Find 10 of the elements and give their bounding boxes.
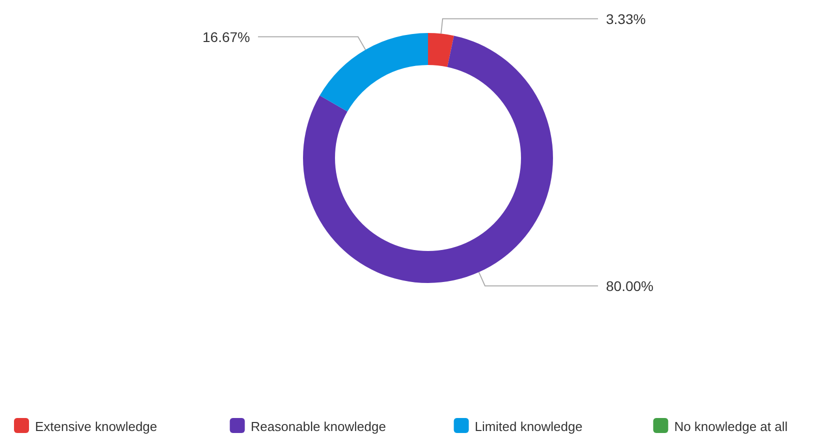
legend-label: Limited knowledge (474, 419, 582, 434)
data-label: 16.67% (202, 28, 250, 45)
data-label: 3.33% (606, 10, 646, 27)
donut-slice (428, 33, 454, 68)
data-label: 80.00% (606, 278, 654, 294)
legend-label: Reasonable knowledge (250, 419, 386, 434)
donut-slice (320, 33, 428, 112)
legend-label: No knowledge at all (674, 419, 788, 434)
donut-slice (303, 36, 553, 283)
legend-label: Extensive knowledge (35, 419, 158, 434)
